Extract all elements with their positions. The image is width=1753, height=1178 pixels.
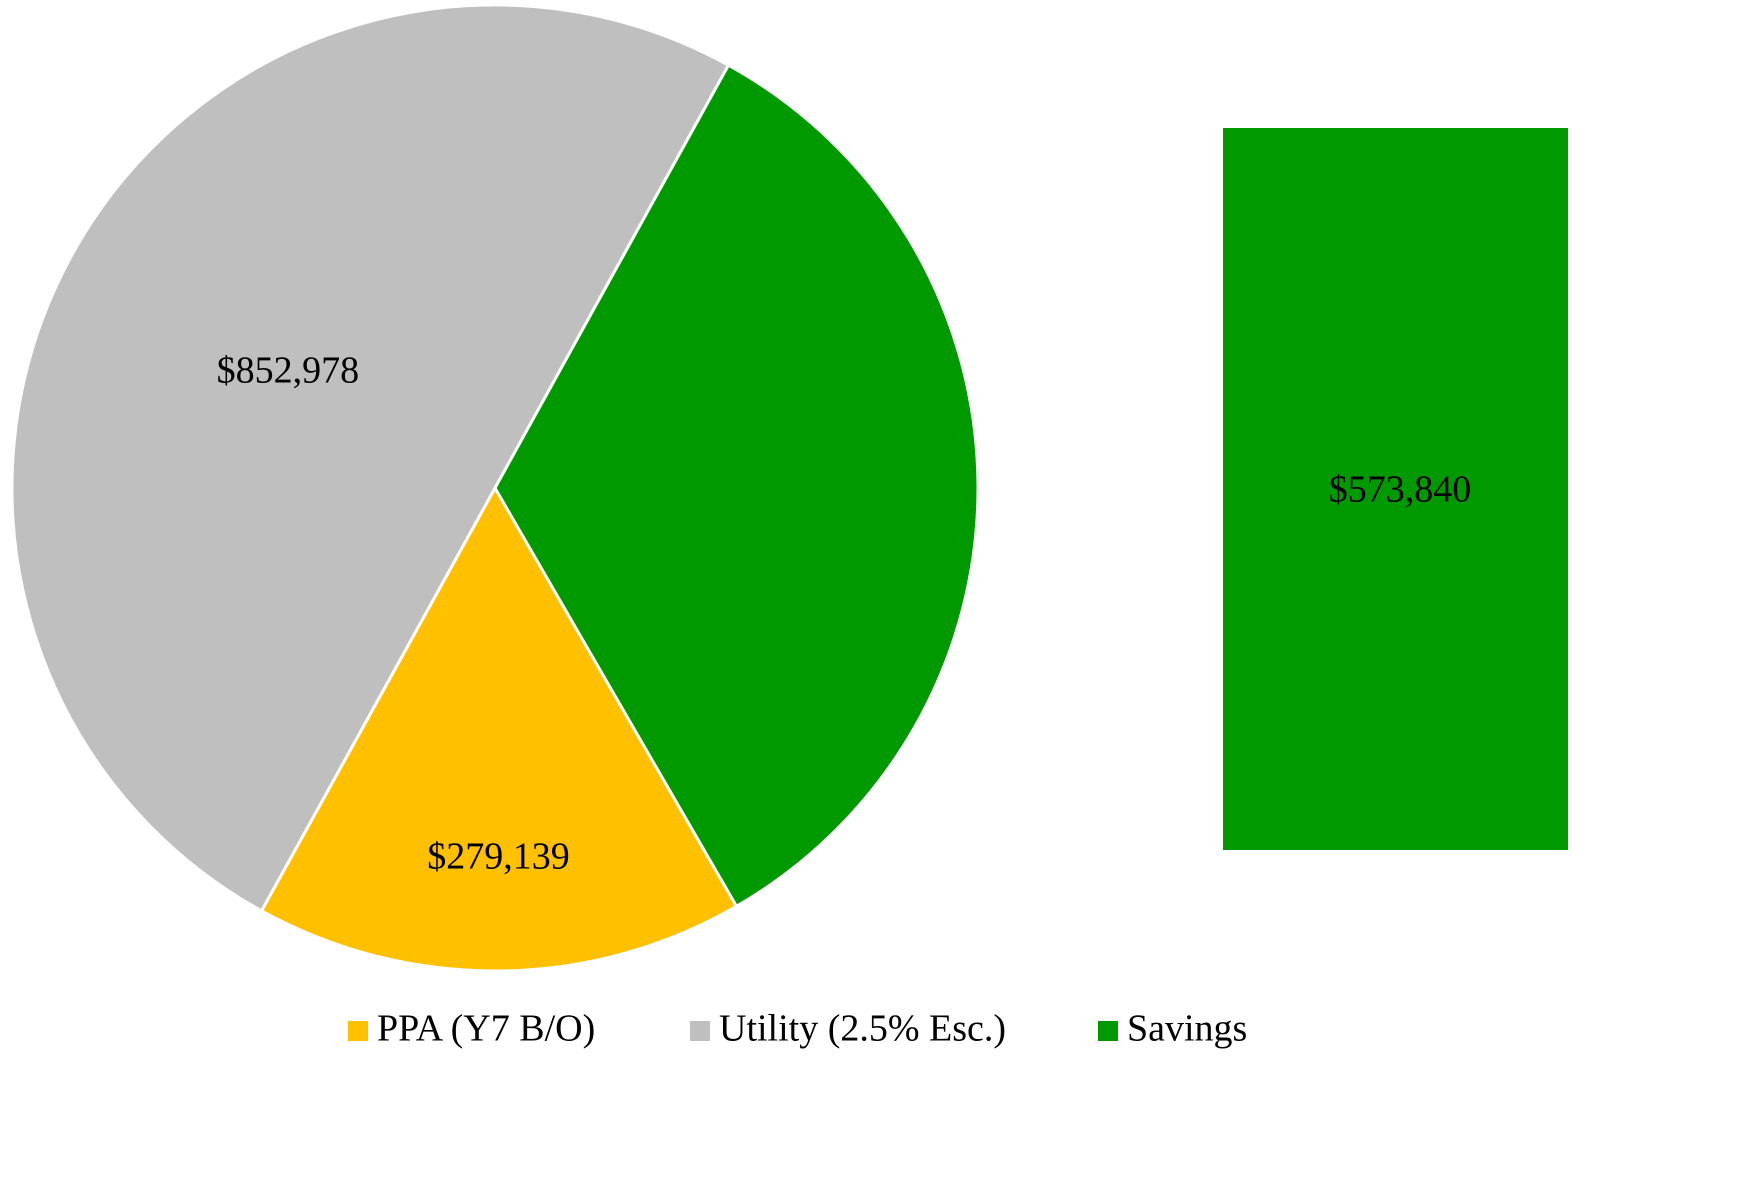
legend-label: Utility (2.5% Esc.) xyxy=(719,1008,1006,1050)
legend-swatch xyxy=(1098,1021,1118,1041)
legend-label: Savings xyxy=(1127,1008,1247,1050)
pie-slice xyxy=(259,484,739,973)
data-label: $573,840 xyxy=(1329,469,1472,511)
legend-label: PPA (Y7 B/O) xyxy=(377,1008,595,1050)
data-label: $279,139 xyxy=(427,836,570,878)
data-label: $852,978 xyxy=(217,349,360,391)
pie-slice xyxy=(493,63,980,909)
pie-slice xyxy=(10,3,731,913)
detail-bar xyxy=(1223,128,1568,850)
legend-swatch xyxy=(690,1021,710,1041)
legend-swatch xyxy=(348,1021,368,1041)
